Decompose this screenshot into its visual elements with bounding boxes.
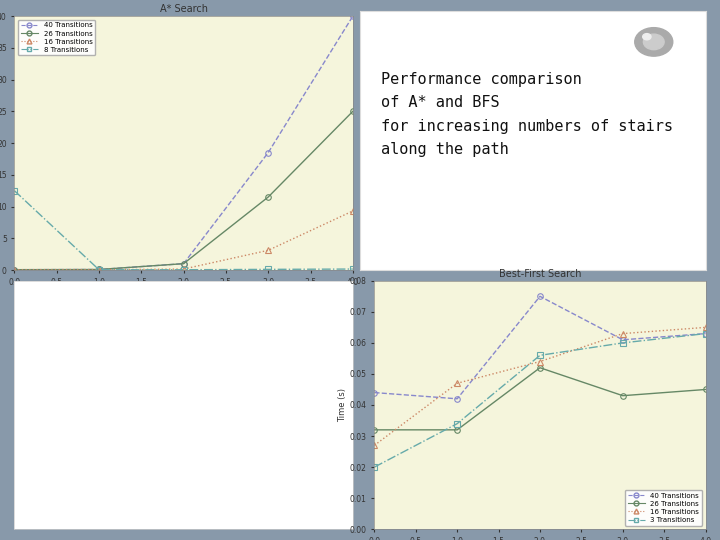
Y-axis label: Time (s): Time (s): [338, 388, 347, 422]
X-axis label: Number of Stairs in Path: Number of Stairs in Path: [132, 289, 235, 299]
Legend: 40 Transitions, 26 Transitions, 16 Transitions, 8 Transitions: 40 Transitions, 26 Transitions, 16 Trans…: [18, 19, 95, 56]
Legend: 40 Transitions, 26 Transitions, 16 Transitions, 3 Transitions: 40 Transitions, 26 Transitions, 16 Trans…: [625, 490, 702, 526]
Circle shape: [643, 33, 651, 40]
Circle shape: [644, 34, 664, 50]
Text: Performance comparison
of A* and BFS
for increasing numbers of stairs
along the : Performance comparison of A* and BFS for…: [381, 72, 672, 157]
Title: Best-First Search: Best-First Search: [499, 268, 581, 279]
Circle shape: [635, 28, 672, 56]
Title: A* Search: A* Search: [160, 4, 207, 14]
